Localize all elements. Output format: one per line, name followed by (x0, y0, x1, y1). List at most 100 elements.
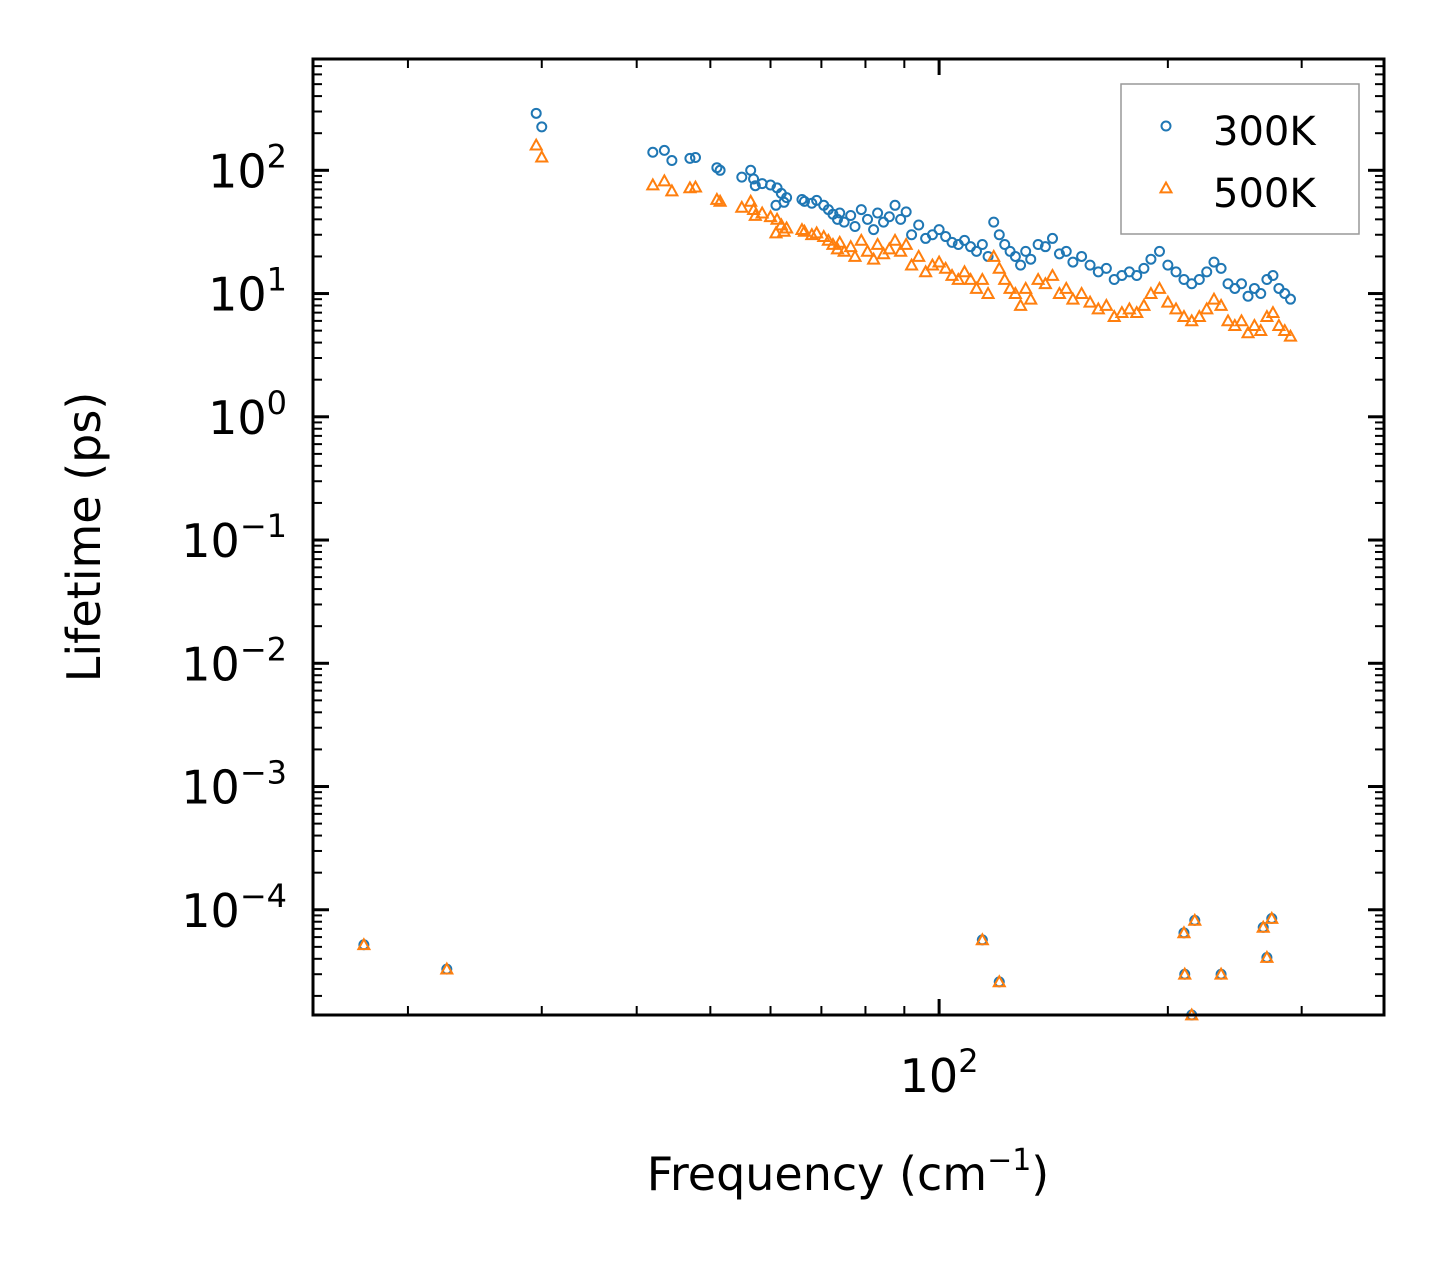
data-point-300k (855, 204, 867, 216)
data-point-500k (969, 280, 984, 294)
data-point-500k (1023, 291, 1038, 305)
data-point-300k (988, 216, 1000, 228)
data-points (356, 107, 1298, 1021)
data-point-300k (1053, 248, 1065, 260)
data-point-500k (1264, 910, 1279, 924)
data-point-500k (1122, 301, 1137, 315)
data-point-300k (796, 193, 808, 205)
data-point-500k (1008, 285, 1023, 299)
data-point-300k (1267, 270, 1279, 282)
data-point-300k (536, 121, 548, 133)
y-axis-title: Lifetime (ps) (57, 392, 111, 683)
data-point-500k (809, 225, 824, 239)
data-point-500k (1234, 313, 1249, 327)
data-point-500k (843, 239, 858, 253)
data-point-500k (816, 228, 831, 242)
data-point-500k (893, 243, 908, 257)
data-point-300k (1162, 259, 1174, 271)
data-point-500k (904, 257, 919, 271)
data-point-500k (992, 974, 1007, 988)
data-point-300k (781, 192, 793, 204)
data-point-500k (830, 241, 845, 255)
data-point-300k (1020, 245, 1032, 257)
data-point-300k (1279, 288, 1291, 300)
data-point-300k (647, 146, 659, 158)
plot-frame (311, 57, 1386, 1017)
data-point-300k (1015, 259, 1027, 271)
data-point-300k (1032, 239, 1044, 251)
data-point-500k (356, 937, 372, 951)
data-point-500k (1045, 267, 1060, 281)
data-point-500k (1220, 313, 1236, 327)
data-point-300k (1067, 256, 1079, 268)
data-point-300k (946, 236, 958, 248)
data-point-300k (976, 239, 988, 251)
data-point-500k (794, 222, 810, 236)
y-tick-label: 102 (208, 137, 287, 198)
data-point-500k (938, 260, 953, 274)
data-point-300k (1076, 250, 1088, 262)
data-point-300k (933, 224, 945, 236)
data-point-300k (714, 164, 726, 176)
data-point-300k (1046, 232, 1058, 244)
data-point-500k (439, 961, 455, 975)
legend: 300K 500K (1120, 83, 1360, 235)
data-point-500k (1259, 949, 1275, 963)
data-point-500k (1082, 294, 1098, 308)
data-point-500k (743, 193, 758, 207)
data-point-300k (958, 234, 970, 246)
data-point-500k (1136, 297, 1152, 311)
data-point-500k (1038, 276, 1053, 290)
data-point-300k (1255, 288, 1267, 300)
major-ticks (313, 59, 1384, 1015)
series-300k (358, 107, 1296, 1021)
data-point-500k (768, 225, 784, 239)
data-point-500k (1013, 297, 1028, 311)
data-point-500k (951, 271, 966, 285)
data-point-300k (971, 245, 983, 257)
data-point-300k (1193, 274, 1205, 286)
data-point-500k (657, 173, 672, 187)
data-point-500k (797, 223, 812, 237)
data-point-500k (1176, 925, 1192, 939)
tick-labels: 102 101 100 10−1 10−2 10−3 10−4 102 (181, 137, 978, 1103)
data-point-500k (870, 236, 885, 250)
data-point-500k (882, 241, 897, 255)
data-point-500k (1168, 301, 1184, 315)
data-point-500k (887, 232, 903, 246)
data-point-300k (878, 216, 890, 228)
data-point-500k (534, 149, 549, 163)
legend-label-500k: 500K (1213, 171, 1317, 217)
data-point-500k (1213, 966, 1229, 980)
data-point-300k (1131, 270, 1143, 282)
data-point-300k (999, 239, 1011, 251)
data-point-500k (645, 177, 661, 191)
data-point-500k (847, 248, 863, 262)
data-point-300k (900, 206, 912, 218)
data-point-300k (831, 213, 843, 225)
data-point-300k (765, 179, 777, 191)
legend-box (1120, 83, 1360, 235)
data-point-300k (993, 229, 1005, 241)
data-point-500k (763, 209, 778, 223)
data-point-500k (1277, 323, 1292, 337)
data-point-500k (1152, 280, 1167, 294)
data-point-500k (975, 932, 990, 946)
legend-marker-300k (1160, 120, 1172, 132)
y-tick-label: 10−3 (181, 754, 287, 815)
data-point-300k (906, 229, 918, 241)
data-point-500k (1160, 294, 1176, 308)
y-tick-label: 10−1 (181, 507, 287, 568)
data-point-300k (530, 107, 542, 119)
legend-markers (1158, 120, 1174, 194)
data-point-500k (1187, 912, 1202, 926)
data-point-500k (1176, 309, 1192, 323)
x-tick-label: 102 (900, 1042, 979, 1103)
data-point-500k (1192, 309, 1207, 323)
data-point-500k (1018, 280, 1033, 294)
data-point-500k (1199, 301, 1214, 315)
data-point-500k (709, 191, 725, 205)
data-point-500k (980, 285, 996, 299)
data-point-300k (1100, 262, 1112, 274)
data-point-500k (712, 193, 728, 207)
